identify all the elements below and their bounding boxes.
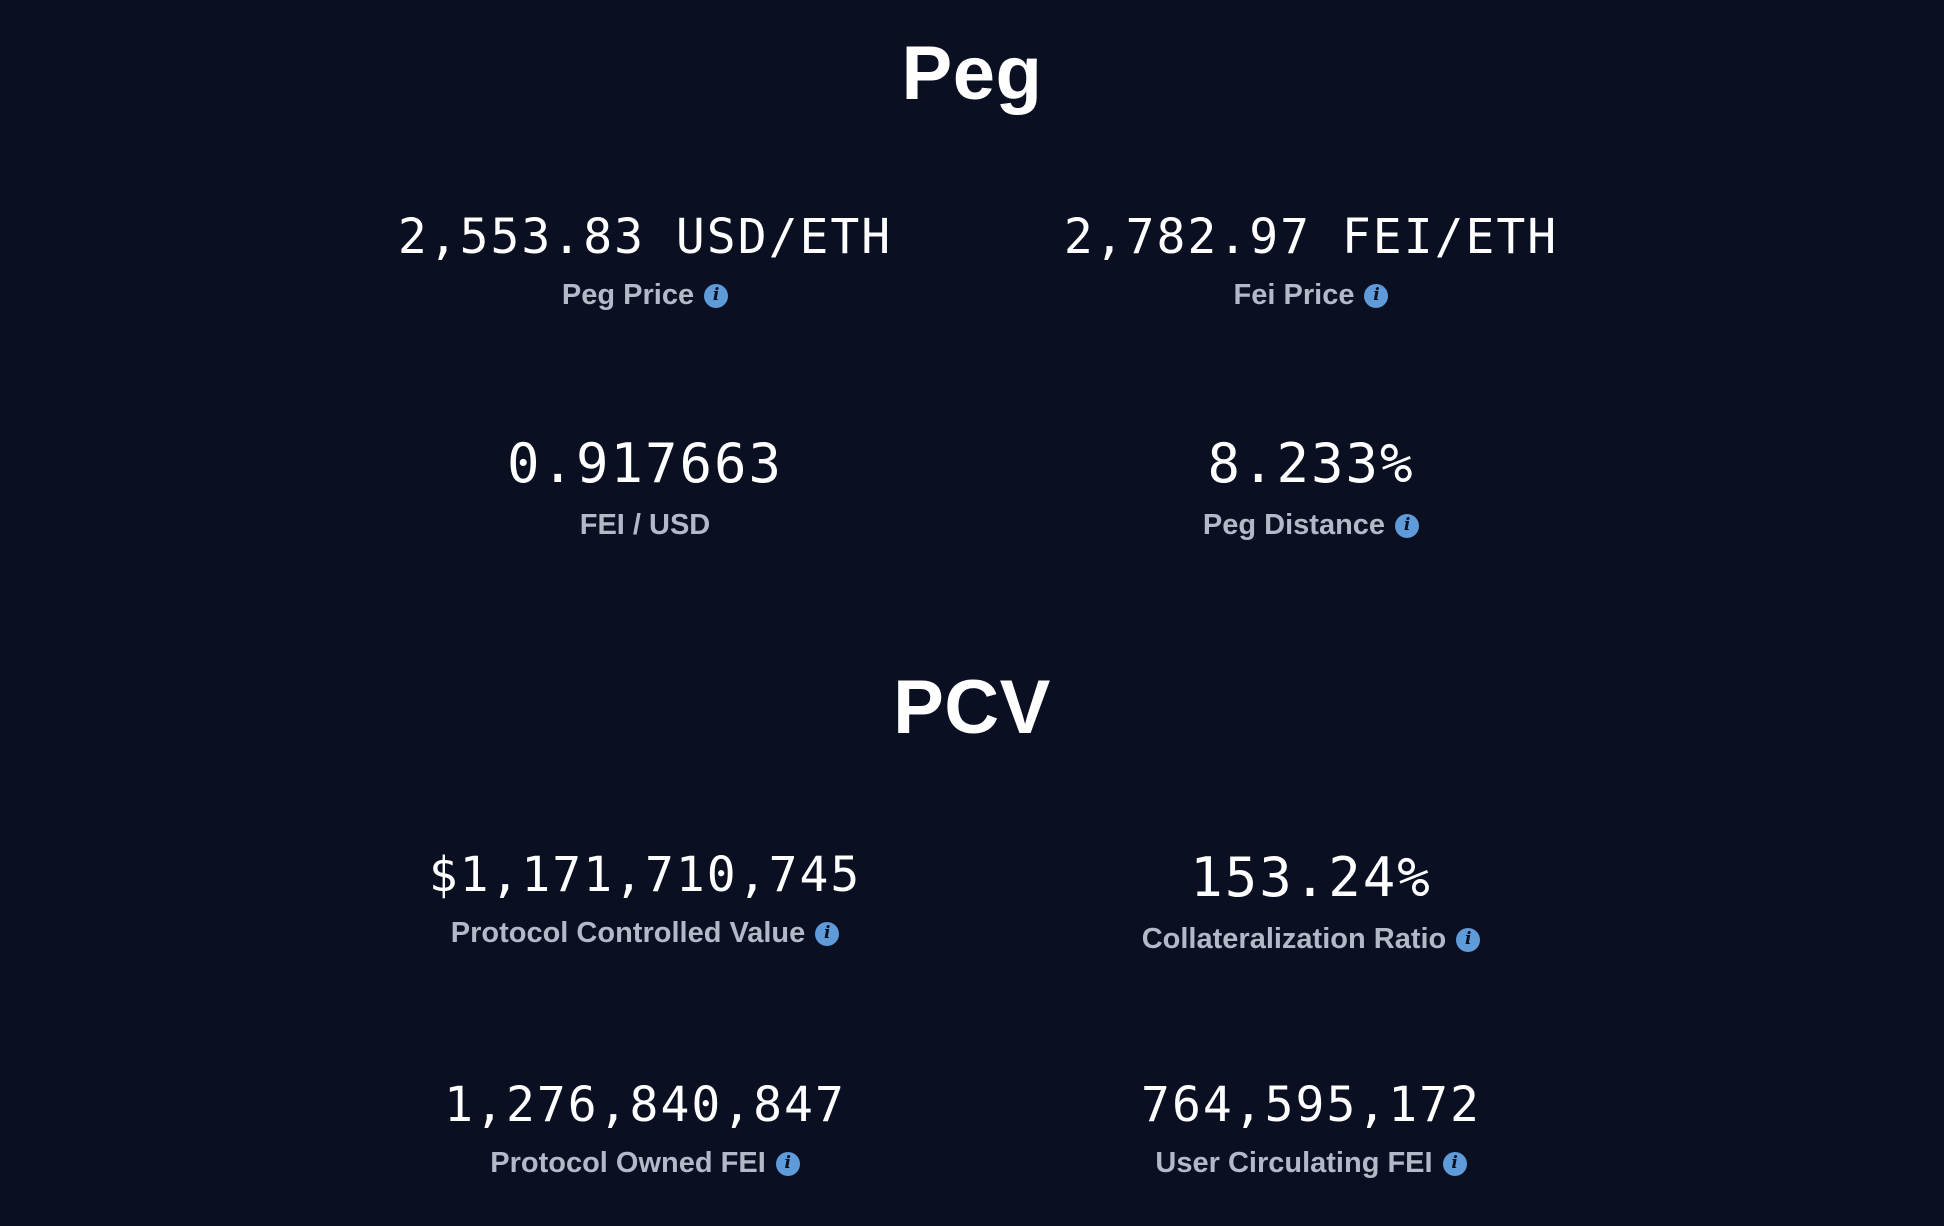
protocol-owned-fei-label: Protocol Owned FEI: [490, 1147, 766, 1179]
user-circulating-fei-label: User Circulating FEI: [1155, 1147, 1433, 1179]
peg-distance-stat: 8.233% Peg Distance i: [961, 437, 1661, 540]
pcv-label: Protocol Controlled Value: [450, 917, 806, 949]
info-icon[interactable]: i: [704, 283, 729, 308]
peg-distance-value: 8.233%: [1207, 432, 1415, 495]
protocol-owned-fei-value: 1,276,840,847: [444, 1077, 846, 1133]
collateralization-label-row: Collateralization Ratio i: [1142, 925, 1481, 954]
fei-price-stat: 2,782.97 FEI/ETH Fei Price i: [961, 213, 1661, 310]
info-icon[interactable]: i: [1442, 1151, 1467, 1176]
collateralization-label: Collateralization Ratio: [1141, 923, 1447, 955]
user-circulating-fei-label-row: User Circulating FEI i: [1155, 1147, 1467, 1179]
user-circulating-fei-stat: 764,595,172 User Circulating FEI i: [961, 1081, 1661, 1178]
protocol-owned-fei-label-row: Protocol Owned FEI i: [490, 1149, 800, 1178]
peg-price-label: Peg Price: [561, 279, 695, 311]
fei-usd-label-row: FEI / USD: [580, 511, 711, 540]
peg-distance-label: Peg Distance: [1202, 509, 1386, 541]
pcv-value: $1,171,710,745: [428, 847, 862, 903]
peg-price-value: 2,553.83 USD/ETH: [397, 209, 893, 265]
pcv-section-title: PCV: [893, 665, 1051, 750]
fei-usd-value: 0.917663: [506, 432, 784, 495]
peg-distance-label-row: Peg Distance i: [1202, 509, 1420, 541]
fei-price-label-row: Fei Price i: [1234, 281, 1389, 310]
fei-price-label: Fei Price: [1233, 279, 1355, 311]
user-circulating-fei-value: 764,595,172: [1141, 1077, 1481, 1133]
collateralization-stat: 153.24% Collateralization Ratio i: [961, 851, 1661, 954]
fei-price-value: 2,782.97 FEI/ETH: [1063, 209, 1559, 265]
info-icon[interactable]: i: [775, 1151, 800, 1176]
info-icon[interactable]: i: [1364, 283, 1389, 308]
info-icon[interactable]: i: [815, 921, 840, 946]
collateralization-value: 153.24%: [1190, 846, 1432, 909]
fei-usd-stat: 0.917663 FEI / USD: [295, 437, 995, 540]
info-icon[interactable]: i: [1395, 513, 1420, 538]
pcv-label-row: Protocol Controlled Value i: [451, 919, 840, 948]
pcv-value-stat: $1,171,710,745 Protocol Controlled Value…: [295, 851, 995, 948]
protocol-owned-fei-stat: 1,276,840,847 Protocol Owned FEI i: [295, 1081, 995, 1178]
info-icon[interactable]: i: [1456, 927, 1481, 952]
peg-section-title: Peg: [901, 31, 1043, 116]
peg-price-stat: 2,553.83 USD/ETH Peg Price i: [295, 213, 995, 310]
peg-price-label-row: Peg Price i: [561, 279, 729, 311]
fei-usd-label: FEI / USD: [579, 509, 711, 541]
